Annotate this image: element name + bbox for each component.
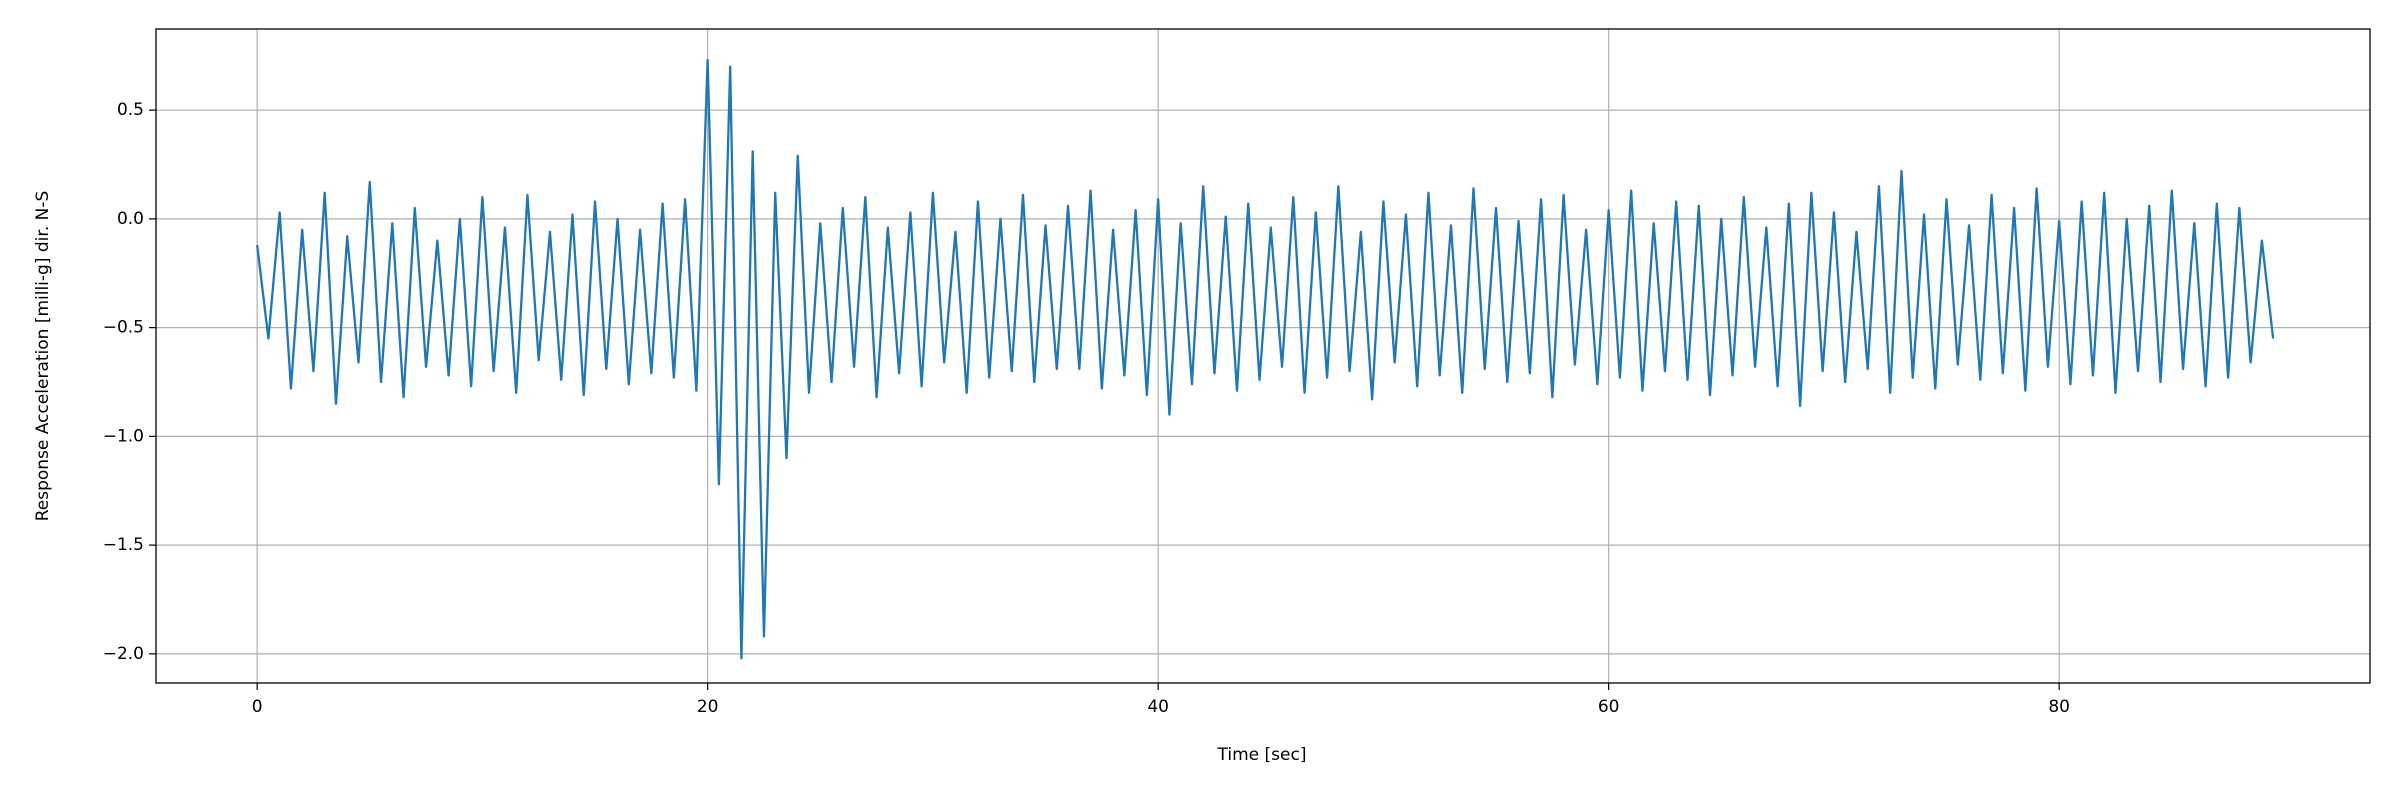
x-tick-label: 20: [697, 697, 719, 717]
x-tick-label: 0: [252, 697, 263, 717]
y-tick-label: −0.5: [103, 318, 144, 338]
y-tick-label: −1.5: [103, 535, 144, 555]
y-tick-label: 0.0: [117, 209, 144, 229]
y-tick-label: −1.0: [103, 426, 144, 446]
x-tick-label: 40: [1147, 697, 1169, 717]
y-tick-label: 0.5: [117, 100, 144, 120]
data-line: [255, 58, 2275, 660]
y-axis-label: Response Acceleration [milli-g] dir. N-S: [33, 191, 53, 522]
plot-frame: [155, 28, 2371, 684]
x-tick-label: 60: [1598, 697, 1620, 717]
x-tick-label: 80: [2048, 697, 2070, 717]
y-tick-label: −2.0: [103, 644, 144, 664]
x-axis-label: Time [sec]: [1217, 745, 1307, 765]
